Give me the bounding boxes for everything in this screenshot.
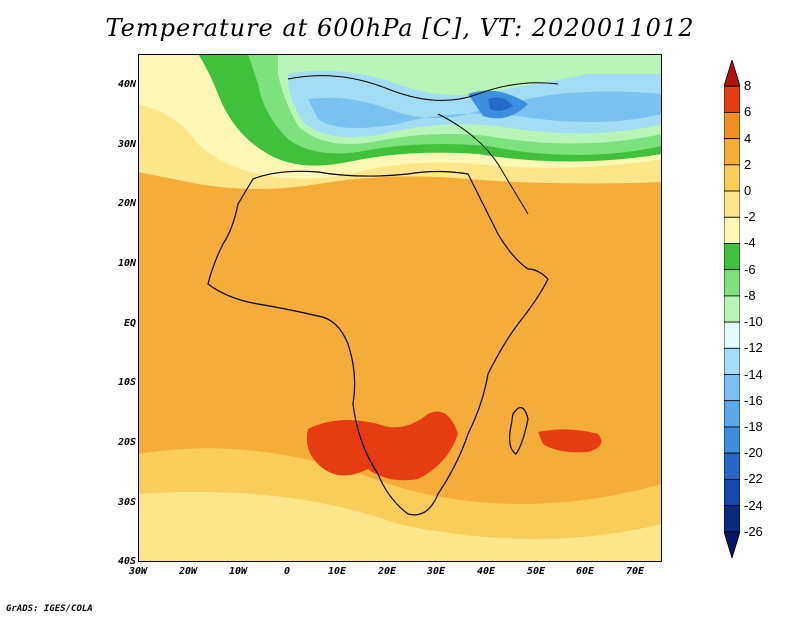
colorbar-label: -10 — [744, 314, 763, 330]
lon-label-30e: 30E — [426, 566, 446, 577]
grads-credit: GrADS: IGES/COLA — [6, 604, 93, 614]
colorbar-cell — [724, 216, 740, 244]
lat-label-10s: 10S — [117, 377, 136, 388]
colorbar-cell — [724, 347, 740, 375]
lat-label-10n: 10N — [117, 258, 136, 269]
lon-label-30w: 30W — [128, 566, 148, 577]
lon-label-20e: 20E — [377, 566, 397, 577]
madagascar-outline — [509, 407, 529, 455]
colorbar-label: -12 — [744, 340, 763, 356]
colorbar-cell — [724, 531, 740, 558]
lat-label-30n: 30N — [117, 139, 136, 150]
colorbar-label: -8 — [744, 287, 756, 303]
colorbar-cell — [724, 269, 740, 297]
colorbar-label: -22 — [744, 471, 763, 487]
colorbar-cell — [724, 295, 740, 323]
colorbar-label: -24 — [744, 497, 763, 513]
lon-label-20w: 20W — [178, 566, 198, 577]
lat-label-eq: EQ — [123, 318, 136, 329]
colorbar-label: -4 — [744, 235, 756, 251]
colorbar-label: 6 — [744, 104, 752, 120]
colorbar-label: -14 — [744, 366, 763, 382]
map-field — [138, 54, 662, 562]
colorbar-label: -6 — [744, 261, 756, 277]
colorbar — [724, 60, 740, 558]
colorbar-cell — [724, 112, 740, 140]
chart-title: Temperature at 600hPa [C], VT: 202001101… — [105, 14, 695, 42]
africa-outline — [207, 170, 549, 516]
colorbar-label: -26 — [744, 523, 763, 539]
colorbar-cell — [724, 374, 740, 402]
lon-label-10w: 10W — [228, 566, 248, 577]
colorbar-cell — [724, 478, 740, 506]
colorbar-cell — [724, 85, 740, 113]
mediterranean-coast — [287, 75, 559, 101]
lat-label-20n: 20N — [117, 198, 136, 209]
colorbar-cell — [724, 164, 740, 192]
field-south-pale — [138, 492, 662, 562]
field-cold-core-inner — [488, 97, 513, 111]
field-warm-core — [306, 411, 458, 481]
lat-label-40n: 40N — [117, 79, 136, 90]
lon-label-50e: 50E — [526, 566, 546, 577]
colorbar-label: -20 — [744, 445, 763, 461]
colorbar-label: 0 — [744, 183, 752, 199]
lon-label-70e: 70E — [625, 566, 645, 577]
lon-label-10e: 10E — [327, 566, 347, 577]
colorbar-label: -18 — [744, 418, 763, 434]
colorbar-cell — [724, 505, 740, 533]
colorbar-cell — [724, 321, 740, 349]
temperature-map — [138, 54, 662, 562]
red-sea-coast — [437, 113, 529, 215]
colorbar-label: 4 — [744, 130, 752, 146]
lon-label-0: 0 — [283, 566, 291, 577]
lon-label-40e: 40E — [476, 566, 496, 577]
colorbar-label: -2 — [744, 209, 756, 225]
lat-label-20s: 20S — [117, 437, 136, 448]
colorbar-label: 8 — [744, 78, 752, 94]
lat-label-40s: 40S — [117, 556, 136, 567]
colorbar-cell — [724, 243, 740, 271]
lat-label-30s: 30S — [117, 497, 136, 508]
colorbar-cell — [724, 426, 740, 454]
colorbar-cell — [724, 60, 740, 87]
colorbar-cell — [724, 400, 740, 428]
colorbar-cell — [724, 190, 740, 218]
colorbar-label: -16 — [744, 392, 763, 408]
colorbar-cell — [724, 138, 740, 166]
lon-label-60e: 60E — [575, 566, 595, 577]
colorbar-cell — [724, 452, 740, 480]
field-warm-core-east — [538, 429, 602, 453]
colorbar-label: 2 — [744, 156, 752, 172]
